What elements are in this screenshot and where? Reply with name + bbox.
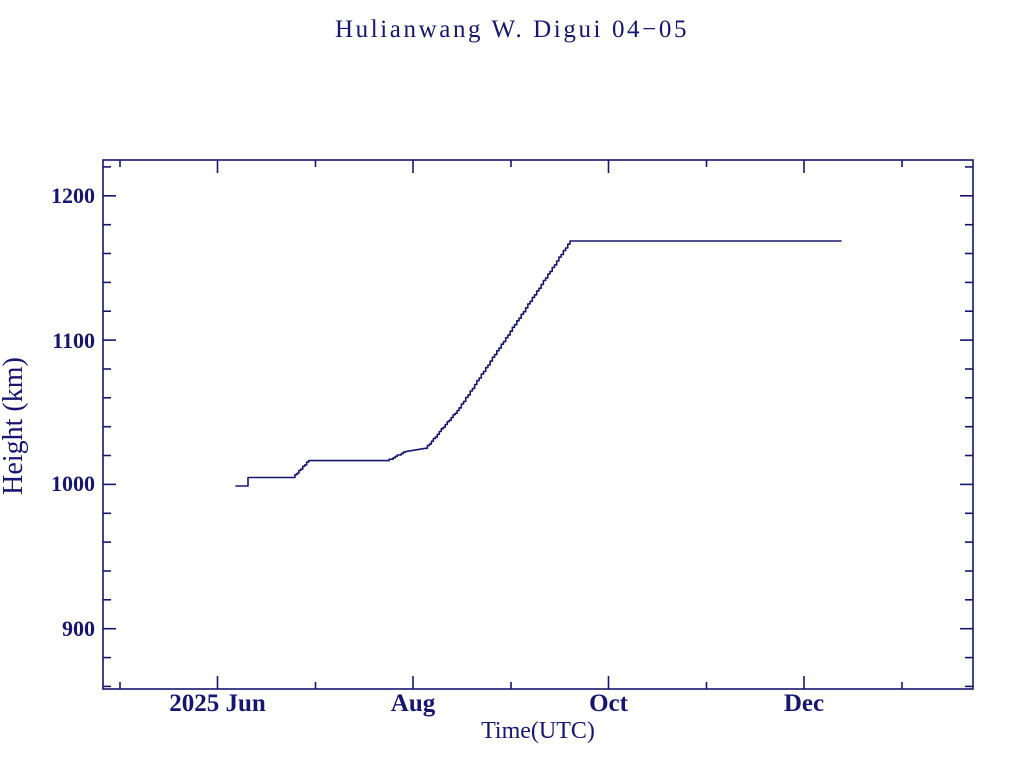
svg-text:Height (km): Height (km) xyxy=(0,357,29,495)
svg-text:1200: 1200 xyxy=(51,183,95,208)
svg-text:2025 Jun: 2025 Jun xyxy=(169,690,266,717)
svg-text:Dec: Dec xyxy=(784,690,824,717)
svg-text:1100: 1100 xyxy=(52,328,95,353)
svg-text:Time(UTC): Time(UTC) xyxy=(481,718,595,744)
svg-text:900: 900 xyxy=(62,616,95,641)
svg-text:Aug: Aug xyxy=(391,690,436,717)
svg-text:Hulianwang W. Digui 04−05: Hulianwang W. Digui 04−05 xyxy=(335,16,689,43)
svg-text:1000: 1000 xyxy=(51,471,95,496)
svg-text:Oct: Oct xyxy=(589,690,629,717)
